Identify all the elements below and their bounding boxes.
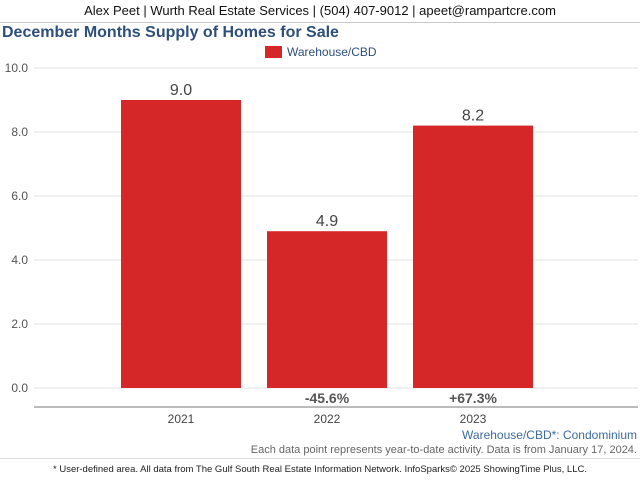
y-tick-label: 0.0 <box>11 381 28 395</box>
x-tick-label: 2023 <box>460 412 487 426</box>
x-tick-label: 2022 <box>314 412 341 426</box>
activity-note: Each data point represents year-to-date … <box>250 444 637 456</box>
bar-value-label: 4.9 <box>316 213 338 230</box>
footer-disclaimer: * User-defined area. All data from The G… <box>0 458 640 481</box>
contact-header: Alex Peet | Wurth Real Estate Services |… <box>0 0 640 23</box>
y-tick-label: 4.0 <box>11 253 28 267</box>
change-label: +67.3% <box>449 390 497 406</box>
bar[interactable] <box>413 125 533 388</box>
bar-value-label: 8.2 <box>462 108 484 125</box>
y-tick-label: 6.0 <box>11 189 28 203</box>
filter-note[interactable]: Warehouse/CBD*: Condominium <box>462 428 637 442</box>
legend-label: Warehouse/CBD <box>287 45 377 59</box>
chart-legend[interactable]: Warehouse/CBD <box>265 44 377 60</box>
y-tick-label: 8.0 <box>11 125 28 139</box>
bar-value-label: 9.0 <box>170 82 192 99</box>
change-label: -45.6% <box>305 390 350 406</box>
y-tick-label: 10.0 <box>5 61 29 75</box>
legend-swatch <box>265 46 282 58</box>
chart-title: December Months Supply of Homes for Sale <box>2 24 339 41</box>
bar[interactable] <box>267 231 387 388</box>
x-tick-label: 2021 <box>168 412 195 426</box>
bar[interactable] <box>121 100 241 388</box>
y-tick-label: 2.0 <box>11 317 28 331</box>
